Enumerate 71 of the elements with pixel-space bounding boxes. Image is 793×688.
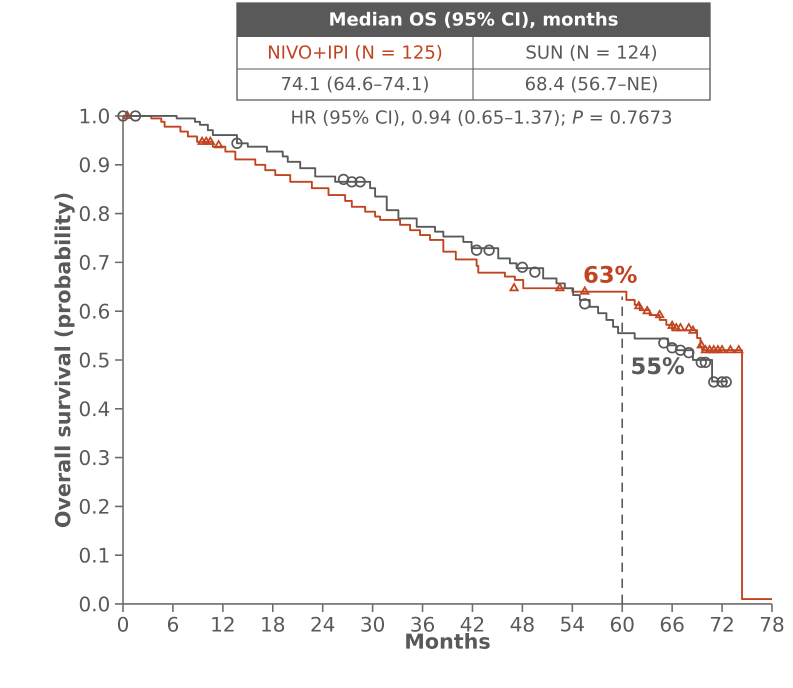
y-tick-label: 0.5 bbox=[80, 352, 109, 368]
point bbox=[734, 345, 744, 354]
point bbox=[700, 356, 712, 368]
y-tick-label: 0.2 bbox=[80, 498, 108, 514]
point bbox=[580, 286, 590, 295]
point bbox=[708, 376, 720, 388]
point bbox=[718, 345, 727, 354]
point bbox=[346, 176, 358, 188]
point bbox=[658, 337, 670, 349]
annotation: 63% bbox=[584, 266, 637, 283]
y-tick-label: 0.4 bbox=[80, 401, 110, 416]
point bbox=[683, 346, 694, 358]
point bbox=[206, 136, 215, 145]
point bbox=[655, 310, 664, 318]
x-tick-label: 12 bbox=[212, 616, 234, 632]
y-tick-label: 0.7 bbox=[80, 254, 109, 270]
y-tick-label: 0.8 bbox=[80, 206, 109, 222]
point bbox=[676, 323, 686, 332]
y-tick-label: 0.0 bbox=[80, 596, 109, 612]
y-tick-label: 0.6 bbox=[80, 304, 110, 319]
x-tick-label: 60 bbox=[610, 616, 634, 632]
annotation: 55% bbox=[632, 357, 684, 374]
point bbox=[338, 174, 350, 186]
x-tick-label: 48 bbox=[510, 616, 534, 632]
point bbox=[122, 110, 132, 119]
point bbox=[231, 138, 243, 149]
x-tick-label: 66 bbox=[660, 616, 684, 632]
x-tick-label: 42 bbox=[460, 616, 484, 632]
point bbox=[696, 356, 707, 368]
point bbox=[684, 323, 694, 332]
y-tick-label: 0.3 bbox=[80, 450, 109, 466]
text: NIVO+IPI (N = 125) bbox=[268, 44, 442, 62]
point bbox=[634, 301, 644, 310]
point bbox=[529, 266, 541, 278]
point bbox=[509, 283, 519, 292]
x-tick-label: 18 bbox=[262, 616, 284, 632]
y-tick-label: 1.0 bbox=[80, 108, 109, 124]
x-tick-label: 0 bbox=[118, 616, 128, 632]
chart-title: Median OS (95% CI), months bbox=[330, 12, 618, 28]
y-tick-label: 0.1 bbox=[80, 548, 108, 563]
point bbox=[668, 320, 677, 329]
point bbox=[696, 340, 706, 348]
point bbox=[197, 136, 207, 145]
point bbox=[354, 176, 366, 188]
point bbox=[642, 306, 652, 314]
annotation: HR (95% CI), 0.94 (0.65–1.37); P = 0.7673 bbox=[292, 110, 672, 126]
x-tick-label: 6 bbox=[168, 616, 178, 632]
point bbox=[666, 342, 678, 354]
y-tick-label: 0.9 bbox=[80, 157, 109, 172]
point bbox=[117, 110, 129, 122]
point bbox=[688, 326, 698, 334]
point bbox=[516, 262, 528, 273]
point bbox=[579, 298, 590, 310]
x-tick-label: 36 bbox=[411, 616, 434, 632]
point bbox=[674, 344, 686, 356]
point bbox=[130, 110, 142, 122]
point bbox=[470, 244, 482, 256]
point bbox=[555, 283, 564, 292]
text: SUN (N = 124) bbox=[526, 44, 656, 62]
point bbox=[726, 345, 735, 354]
point bbox=[483, 244, 495, 256]
x-tick-label: 24 bbox=[311, 616, 334, 632]
text: 68.4 (56.7–NE) bbox=[526, 76, 657, 93]
x-tick-label: 54 bbox=[561, 616, 584, 632]
text: 74.1 (64.6–74.1) bbox=[282, 76, 428, 93]
x-tick-label: 30 bbox=[361, 616, 384, 632]
point bbox=[214, 140, 224, 148]
x-tick-label: 78 bbox=[760, 616, 784, 632]
x-tick-label: 72 bbox=[710, 616, 733, 632]
x-axis-title: Months bbox=[406, 632, 490, 649]
y-axis-title: Overall survival (probability) bbox=[54, 194, 75, 528]
